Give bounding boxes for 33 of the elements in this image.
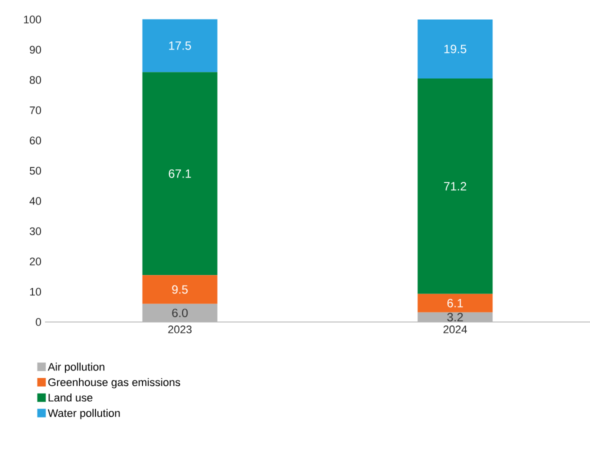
legend-label: Air pollution: [48, 362, 104, 373]
y-tick-label: 50: [30, 166, 42, 175]
data-label: 71.2: [444, 182, 466, 190]
legend-label: Greenhouse gas emissions: [48, 378, 180, 388]
y-tick-label: 10: [30, 288, 42, 296]
data-label: 6.0: [172, 308, 188, 318]
bar: [142, 72, 218, 276]
x-tick-label: 2023: [168, 326, 192, 334]
data-label: 19.5: [444, 44, 466, 54]
y-tick-label: 0: [36, 318, 42, 326]
data-label: 17.5: [169, 42, 191, 50]
bar: [418, 20, 493, 78]
legend-label: Water pollution: [48, 408, 120, 420]
bar: [142, 275, 218, 304]
bar: [418, 294, 493, 312]
y-tick-label: 40: [30, 197, 42, 205]
data-label: 67.1: [168, 169, 191, 178]
y-tick-label: 70: [30, 106, 42, 114]
y-tick-label: 60: [30, 136, 42, 144]
bar: [142, 19, 218, 72]
bar: [418, 78, 493, 294]
y-tick-label: 100: [24, 16, 42, 24]
data-label: 6.1: [447, 298, 463, 308]
data-label: 9.5: [172, 285, 188, 294]
y-tick-label: 90: [30, 46, 42, 54]
y-tick-label: 20: [30, 258, 42, 266]
bar: [418, 312, 493, 322]
x-tick-label: 2024: [443, 326, 467, 334]
data-label: 3.2: [447, 312, 463, 322]
y-tick-label: 30: [30, 227, 42, 236]
y-tick-label: 80: [30, 76, 42, 84]
bar: [142, 304, 218, 322]
legend-label: Land use: [48, 394, 92, 402]
